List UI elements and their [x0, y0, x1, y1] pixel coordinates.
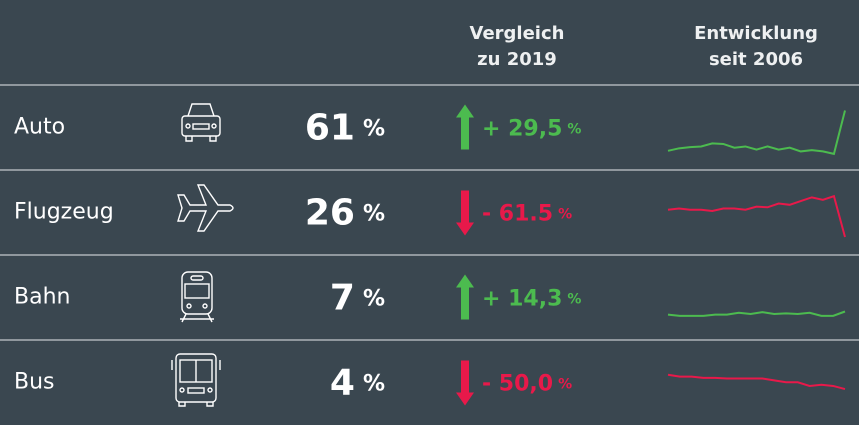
header: zu 2019 — [477, 49, 557, 70]
change: - 61.5% — [482, 202, 572, 227]
train-icon — [180, 271, 214, 323]
row-label: Bahn — [14, 285, 70, 310]
change-value: - 50,0 — [482, 372, 553, 397]
header: seit 2006 — [709, 49, 803, 70]
share: 26% — [305, 193, 385, 234]
share-unit: % — [363, 117, 385, 142]
sparkline — [667, 194, 846, 238]
share-value: 7 — [330, 278, 355, 319]
car-icon — [181, 103, 221, 142]
share-value: 61 — [305, 108, 355, 149]
change: + 29,5% — [482, 117, 581, 142]
share-unit: % — [363, 287, 385, 312]
header: Entwicklung — [694, 23, 818, 44]
share-unit: % — [363, 372, 385, 397]
change-value: + 29,5 — [482, 117, 562, 142]
trend-arrow — [456, 274, 474, 320]
row-label: Auto — [14, 115, 65, 140]
header: Vergleich — [470, 23, 565, 44]
change: - 50,0% — [482, 372, 572, 397]
change-value: + 14,3 — [482, 287, 562, 312]
trend-arrow — [456, 190, 474, 236]
share: 4% — [330, 363, 385, 404]
share: 61% — [305, 108, 385, 149]
share-value: 4 — [330, 363, 355, 404]
change-value: - 61.5 — [482, 202, 553, 227]
change-unit: % — [567, 122, 581, 138]
trend-arrow — [456, 104, 474, 150]
bus-icon — [171, 353, 221, 407]
trend-arrow — [456, 360, 474, 406]
change-unit: % — [567, 292, 581, 308]
share: 7% — [330, 278, 385, 319]
change-unit: % — [558, 207, 572, 223]
share-value: 26 — [305, 193, 355, 234]
share-unit: % — [363, 202, 385, 227]
sparkline — [667, 373, 846, 391]
row-label: Bus — [14, 370, 55, 395]
row-label: Flugzeug — [14, 200, 114, 225]
change: + 14,3% — [482, 287, 581, 312]
change-unit: % — [558, 377, 572, 393]
sparkline — [667, 310, 846, 317]
plane-icon — [177, 184, 234, 232]
sparkline — [667, 110, 846, 156]
